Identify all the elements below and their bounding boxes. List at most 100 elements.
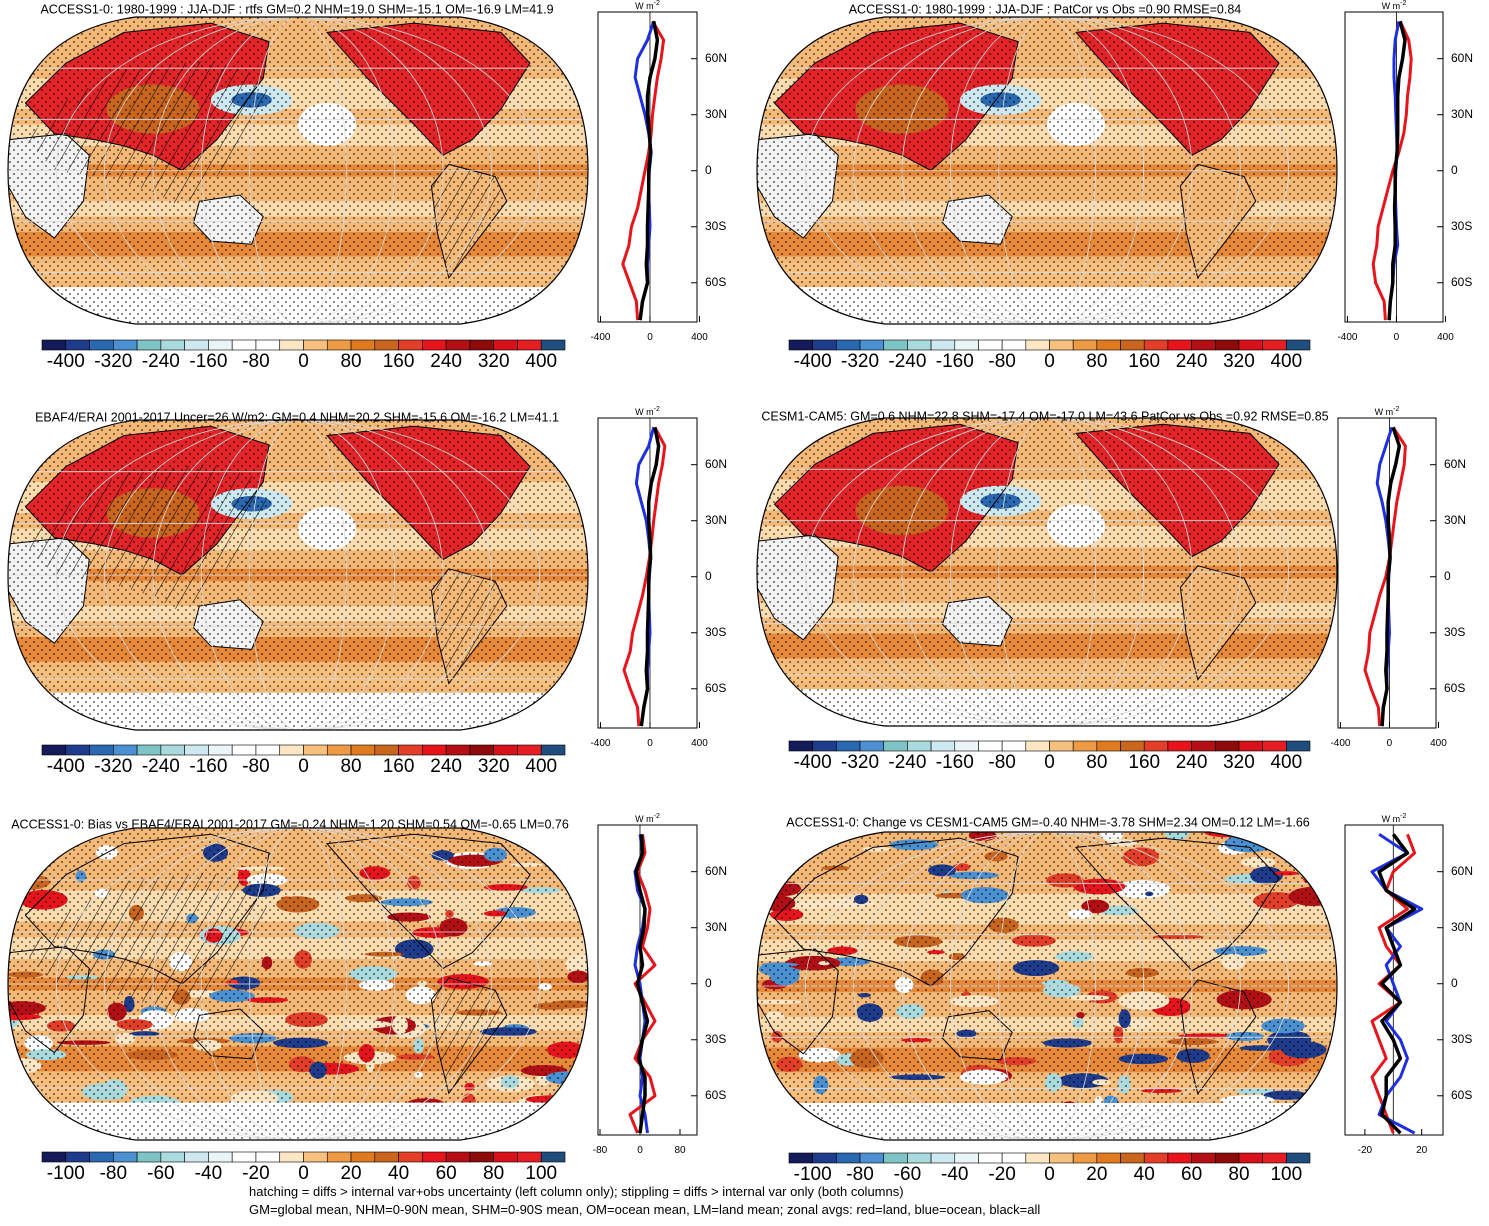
y-tick-label: 30N (705, 513, 727, 527)
y-tick-label: 30S (705, 1032, 726, 1046)
map (8, 17, 588, 324)
colorbar-box (812, 1152, 837, 1164)
map (757, 832, 1337, 1140)
colorbar-box (113, 339, 138, 351)
coastline (1074, 423, 1280, 558)
colorbar-box (978, 1152, 1003, 1164)
coastline (942, 194, 1013, 245)
colorbar-box (812, 339, 837, 351)
colorbar-label: -240 (142, 351, 180, 372)
colorbar-box (1238, 339, 1263, 351)
colorbar-label: 320 (478, 351, 510, 372)
y-tick-label: 30S (705, 219, 726, 233)
colorbar-label: 240 (430, 756, 462, 777)
y-tick-label: 30S (705, 625, 726, 639)
colorbar-box (231, 339, 257, 351)
colorbar-label: 80 (483, 1163, 504, 1184)
colorbar-box (303, 339, 328, 351)
colorbar-box (136, 1151, 162, 1163)
coastline (942, 596, 1013, 647)
blob (23, 867, 36, 874)
y-tick-label: 60S (705, 275, 726, 289)
x-tick-label: 0 (637, 1145, 643, 1156)
colorbar-label: -60 (894, 1164, 921, 1185)
unit-exponent: -2 (1393, 406, 1399, 413)
colorbar-label: 0 (1044, 351, 1055, 372)
unit-exponent: -2 (1400, 813, 1406, 820)
blob (1267, 833, 1319, 846)
y-tick-label: 60S (705, 681, 726, 695)
y-tick-label: 60S (1451, 275, 1472, 289)
coastline (430, 977, 508, 1095)
colorbar-box (907, 740, 932, 752)
colorbar-label: -240 (888, 752, 926, 773)
colorbar-label: 80 (1086, 752, 1107, 773)
colorbar-box (1049, 740, 1074, 752)
colorbar-box (517, 339, 542, 351)
coastline (942, 1010, 1013, 1061)
zonal-line (1370, 833, 1424, 1135)
panel-title: ACCESS1-0: Change vs CESM1-CAM5 GM=-0.40… (786, 815, 1310, 829)
x-tick-label: 0 (647, 332, 653, 343)
colorbar-box (1262, 740, 1287, 752)
x-tick-label: -20 (1358, 1145, 1373, 1156)
coastline (24, 833, 270, 985)
colorbar-box (1025, 740, 1050, 752)
colorbar-box (930, 339, 956, 351)
blob (8, 1130, 24, 1140)
map-outline (756, 16, 1338, 325)
zonal-line (633, 834, 649, 1134)
y-tick-label: 0 (705, 569, 712, 583)
colorbar-box (41, 339, 67, 351)
x-tick-label: -400 (1330, 738, 1350, 749)
blob (1292, 846, 1313, 854)
colorbar-label: -100 (47, 1163, 85, 1184)
x-tick-label: 0 (647, 738, 653, 749)
zonal-line (638, 20, 660, 321)
colorbar-box (1143, 339, 1169, 351)
x-tick-label: -400 (1337, 332, 1357, 343)
colorbar-label: 400 (525, 351, 557, 372)
colorbar-label: 100 (525, 1163, 557, 1184)
unit: W m (635, 1, 654, 11)
colorbar-box (1214, 740, 1240, 752)
colorbar-box (1001, 1152, 1027, 1164)
coastline (193, 194, 264, 245)
colorbar-box (160, 339, 185, 351)
coastline (1074, 22, 1280, 156)
colorbar-box (326, 744, 352, 756)
colorbar-label: -80 (100, 1163, 127, 1184)
colorbar-label: -160 (189, 351, 227, 372)
colorbar-label: 80 (340, 756, 361, 777)
colorbar-box (540, 339, 566, 351)
colorbar-box (89, 744, 114, 756)
colorbar-box (1001, 339, 1027, 351)
colorbar-label: 160 (1128, 351, 1160, 372)
unit-label: W m-2 (635, 813, 660, 824)
colorbar-box (1262, 339, 1287, 351)
colorbar-box (1167, 1152, 1192, 1164)
colorbar-box (540, 744, 566, 756)
colorbar-label: -400 (794, 351, 832, 372)
blob (8, 1111, 20, 1119)
colorbar-box (788, 740, 813, 752)
unit: W m (1382, 814, 1401, 824)
colorbar-box (113, 1151, 138, 1163)
colorbar-label: -240 (888, 351, 926, 372)
colorbar-box (517, 744, 542, 756)
colorbar-box (1191, 1152, 1216, 1164)
colorbar-box (350, 339, 376, 351)
colorbar-box (422, 744, 447, 756)
colorbar-label: -160 (936, 752, 974, 773)
zonal-line (1363, 426, 1407, 727)
coastline (1179, 163, 1257, 280)
colorbar-box (954, 1152, 979, 1164)
colorbar-label: 60 (436, 1163, 457, 1184)
map (757, 17, 1337, 324)
colorbar-label: -80 (988, 752, 1015, 773)
colorbar-box (136, 339, 162, 351)
colorbar-label: 320 (1223, 351, 1255, 372)
map-outline (7, 419, 589, 731)
coastline (773, 22, 1019, 172)
colorbar-box (231, 1151, 257, 1163)
